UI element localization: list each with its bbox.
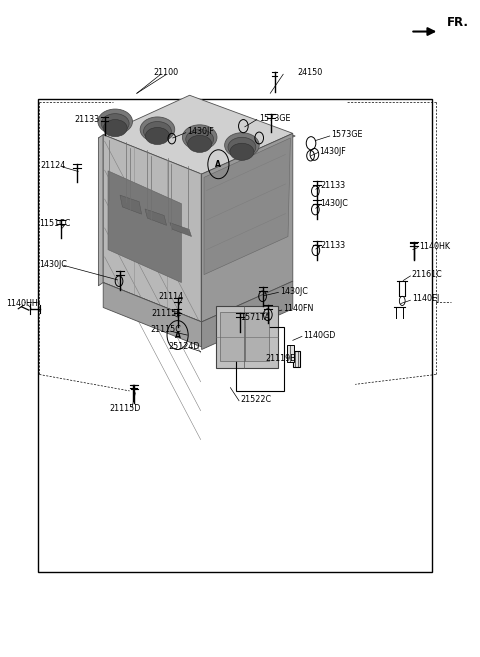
Text: 25124D: 25124D: [168, 342, 200, 351]
Text: 1573GE: 1573GE: [331, 130, 363, 139]
Text: 1151CC: 1151CC: [39, 219, 71, 228]
Ellipse shape: [188, 135, 212, 152]
Text: 21161C: 21161C: [412, 270, 443, 279]
Text: 1571TA: 1571TA: [240, 313, 270, 323]
Text: 1430JF: 1430JF: [187, 127, 214, 136]
Text: 1140HH: 1140HH: [6, 299, 37, 308]
Polygon shape: [103, 283, 202, 347]
Ellipse shape: [225, 133, 259, 158]
Text: FR.: FR.: [446, 16, 468, 30]
Ellipse shape: [140, 117, 175, 142]
Bar: [245, 312, 268, 361]
Bar: [38, 99, 432, 572]
Polygon shape: [145, 209, 167, 225]
Polygon shape: [170, 223, 192, 237]
Ellipse shape: [228, 137, 256, 157]
Bar: [293, 351, 300, 367]
Text: 1430JC: 1430JC: [321, 199, 348, 208]
Bar: [220, 312, 245, 361]
Text: 21115C: 21115C: [150, 325, 181, 334]
Polygon shape: [103, 283, 211, 328]
Polygon shape: [98, 97, 295, 177]
Polygon shape: [108, 171, 181, 283]
Text: 21115E: 21115E: [151, 309, 181, 318]
Text: 24150: 24150: [298, 68, 323, 77]
Text: 21133: 21133: [321, 181, 346, 190]
Ellipse shape: [186, 129, 214, 149]
Text: 1573GE: 1573GE: [259, 114, 291, 123]
Text: 21133: 21133: [321, 240, 346, 250]
Text: A: A: [216, 160, 221, 169]
Text: 21133: 21133: [74, 115, 99, 124]
Polygon shape: [98, 135, 103, 286]
Text: A: A: [175, 330, 180, 340]
Polygon shape: [120, 195, 142, 214]
Text: 21124: 21124: [41, 161, 66, 170]
Text: 21115D: 21115D: [109, 404, 141, 413]
Polygon shape: [204, 138, 290, 275]
Ellipse shape: [101, 114, 129, 133]
Ellipse shape: [144, 122, 171, 141]
Polygon shape: [103, 95, 293, 174]
Polygon shape: [202, 133, 293, 322]
Text: 21522C: 21522C: [240, 395, 271, 404]
Bar: [236, 327, 284, 391]
Ellipse shape: [145, 127, 169, 145]
Ellipse shape: [103, 120, 127, 137]
Text: 1430JF: 1430JF: [319, 147, 346, 156]
Text: 1140GD: 1140GD: [303, 330, 336, 340]
Ellipse shape: [182, 125, 217, 150]
Text: 1140FN: 1140FN: [283, 304, 313, 313]
Ellipse shape: [98, 109, 132, 134]
Text: 21100: 21100: [153, 68, 178, 77]
Bar: [287, 345, 294, 362]
Text: 1430JC: 1430JC: [280, 286, 308, 296]
Text: 1430JC: 1430JC: [39, 260, 67, 269]
Ellipse shape: [230, 143, 254, 160]
Text: 21119B: 21119B: [265, 353, 296, 363]
Polygon shape: [103, 135, 202, 322]
Text: 1140EJ: 1140EJ: [412, 294, 439, 304]
Text: 1140HK: 1140HK: [419, 242, 450, 251]
Polygon shape: [202, 281, 293, 350]
Bar: [216, 306, 278, 368]
Text: 21114: 21114: [158, 292, 183, 302]
